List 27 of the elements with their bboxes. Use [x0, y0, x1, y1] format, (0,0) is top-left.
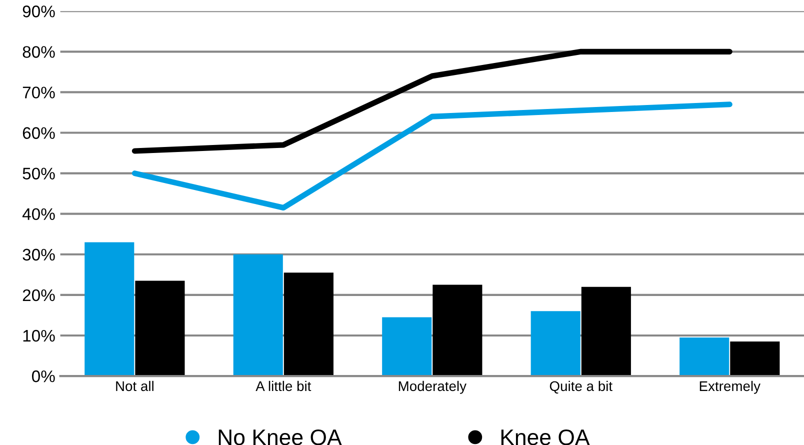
bar: [680, 338, 730, 376]
bar: [581, 286, 631, 376]
y-tick-label: 20%: [22, 289, 55, 302]
y-tick-label: 30%: [22, 248, 55, 261]
y-tick-label: 0%: [32, 370, 55, 382]
bar: [382, 317, 432, 376]
legend-label: No Knee OA: [218, 429, 342, 445]
bar: [530, 311, 580, 376]
bar: [730, 342, 780, 376]
x-tick-label: Quite a bit: [550, 380, 612, 394]
y-tick-label: 50%: [22, 168, 55, 180]
x-tick-label: Moderately: [398, 380, 466, 394]
y-tick-label: 60%: [22, 127, 55, 139]
bar: [233, 254, 283, 376]
x-tick-label: Extremely: [700, 380, 760, 394]
y-tick-label: 90%: [22, 6, 55, 18]
legend-label: Knee OA: [501, 429, 590, 445]
x-tick-label: Not all: [116, 380, 154, 392]
bar: [84, 242, 134, 376]
x-tick-label: A little bit: [256, 380, 312, 392]
y-tick-label: 40%: [22, 208, 55, 220]
bar: [284, 272, 334, 376]
bar: [135, 280, 185, 376]
y-tick-label: 80%: [22, 46, 55, 58]
y-tick-label: 70%: [22, 86, 55, 98]
bar: [432, 284, 482, 376]
y-tick-label: 10%: [23, 330, 55, 342]
